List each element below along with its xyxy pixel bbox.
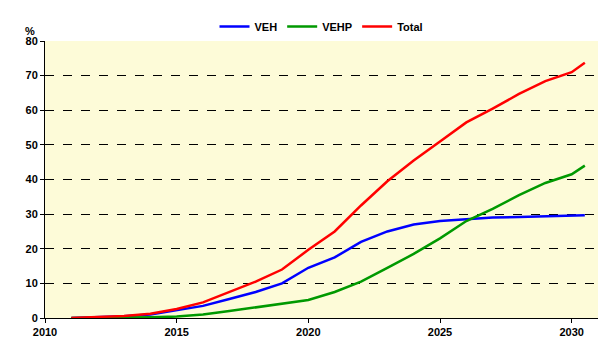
svg-text:0: 0 bbox=[32, 312, 38, 324]
svg-text:VEH: VEH bbox=[255, 21, 278, 33]
svg-text:60: 60 bbox=[26, 104, 38, 116]
svg-text:2025: 2025 bbox=[428, 326, 452, 338]
svg-text:80: 80 bbox=[26, 35, 38, 47]
svg-text:VEHP: VEHP bbox=[322, 21, 352, 33]
svg-text:Total: Total bbox=[397, 21, 422, 33]
svg-text:2010: 2010 bbox=[33, 326, 57, 338]
svg-text:2030: 2030 bbox=[559, 326, 583, 338]
svg-text:40: 40 bbox=[26, 173, 38, 185]
svg-text:30: 30 bbox=[26, 208, 38, 220]
svg-text:70: 70 bbox=[26, 69, 38, 81]
svg-text:10: 10 bbox=[26, 277, 38, 289]
svg-text:20: 20 bbox=[26, 243, 38, 255]
svg-text:2020: 2020 bbox=[296, 326, 320, 338]
svg-text:50: 50 bbox=[26, 139, 38, 151]
svg-text:2015: 2015 bbox=[164, 326, 188, 338]
svg-text:%: % bbox=[25, 25, 35, 37]
